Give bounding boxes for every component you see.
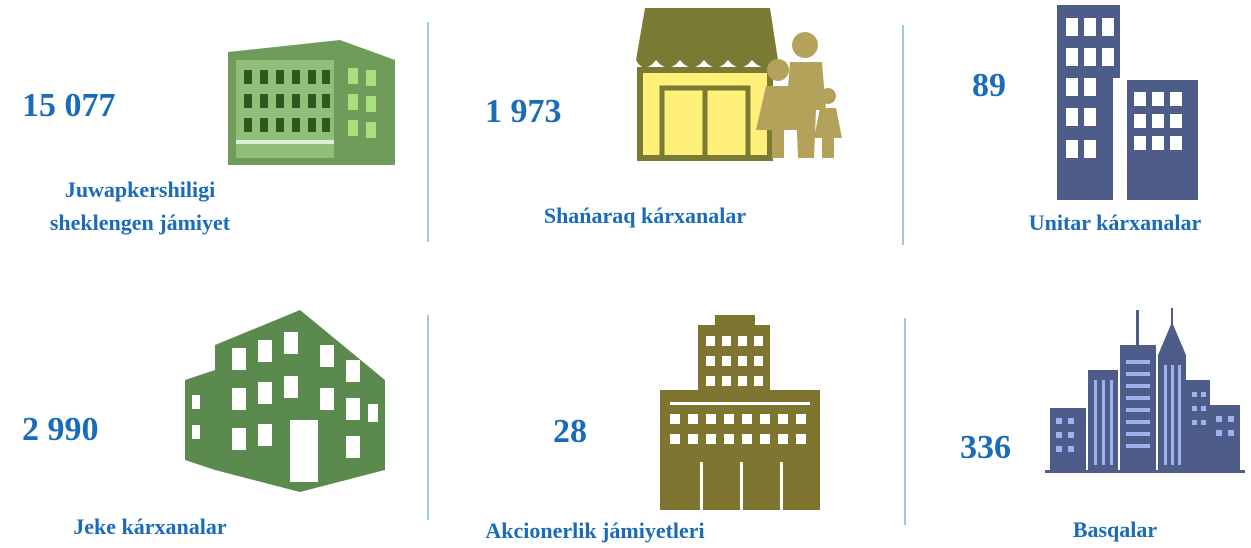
icon-family-shop <box>636 8 842 158</box>
label: Shańaraq kárxanalar <box>470 199 820 232</box>
icon-office <box>228 40 395 165</box>
value: 2 990 <box>22 410 99 450</box>
icon-city <box>1045 308 1245 473</box>
infographic: 15 077 Juwapkershiligi sheklengen jámiye… <box>0 0 1251 548</box>
value: 15 077 <box>22 86 116 126</box>
icon-private <box>185 310 385 492</box>
label: Unitar kárxanalar <box>980 206 1250 239</box>
label: Juwapkershiligi sheklengen jámiyet <box>20 173 260 239</box>
icon-joint-stock <box>660 315 820 510</box>
icon-unitary <box>1057 5 1198 204</box>
label: Akcionerlik jámiyetleri <box>430 514 760 547</box>
value: 89 <box>972 66 1006 106</box>
value: 1 973 <box>485 92 562 132</box>
icons <box>0 0 1251 548</box>
value: 28 <box>553 412 587 452</box>
value: 336 <box>960 428 1011 468</box>
label: Basqalar <box>1010 513 1220 546</box>
label: Jeke kárxanalar <box>20 510 280 543</box>
